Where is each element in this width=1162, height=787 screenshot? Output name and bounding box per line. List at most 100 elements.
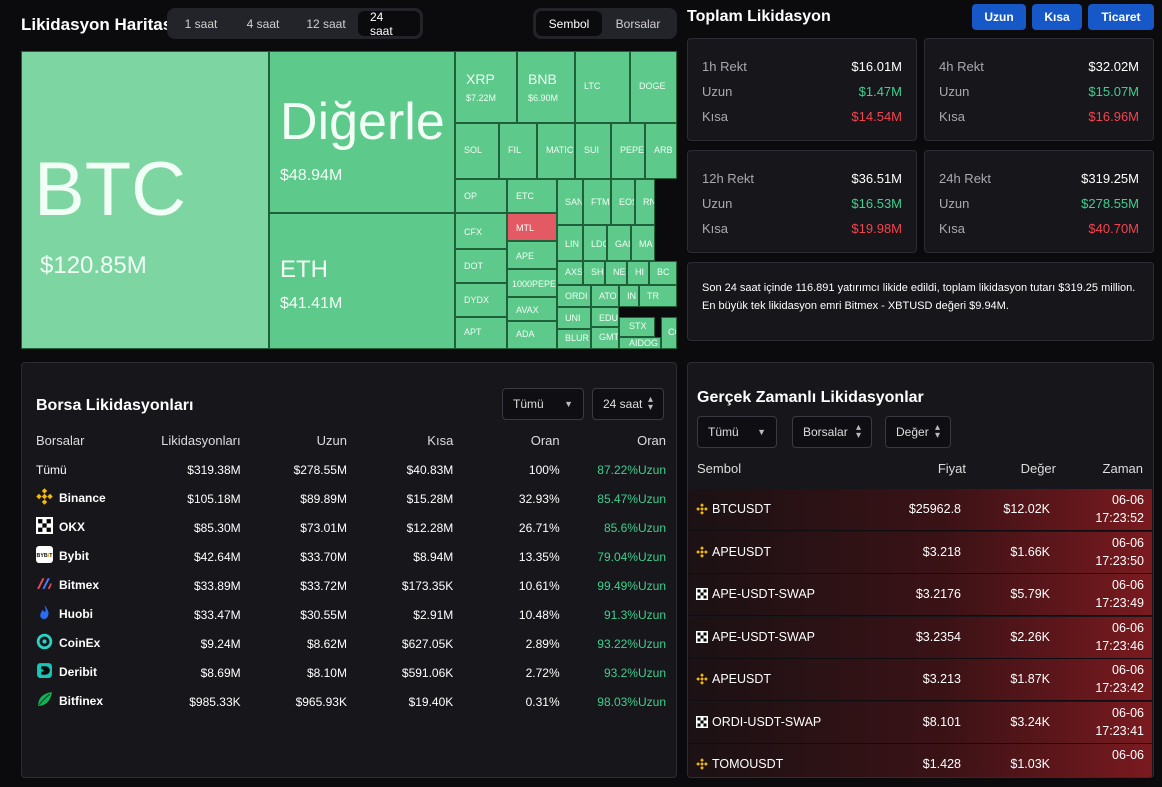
treemap-tile-eos[interactable]: EOS — [611, 179, 635, 225]
treemap-tile-sol[interactable]: SOL — [455, 123, 499, 179]
exchange-row[interactable]: Bitmex $33.89M $33.72M $173.35K 10.61% 99.49%… — [36, 571, 666, 600]
exchange-row[interactable]: Bitfinex $985.33K $965.93K $19.40K 0.31% 98.0… — [36, 687, 666, 716]
tab-4h[interactable]: 4 saat — [246, 16, 280, 31]
treemap-tile-bnb[interactable]: BNB $6.90M — [517, 51, 575, 123]
treemap-tile-ltc[interactable]: LTC — [575, 51, 630, 123]
okx-icon — [696, 588, 708, 603]
treemap-tile-stx[interactable]: STX — [619, 317, 655, 337]
treemap-tile-arb[interactable]: ARB — [645, 123, 677, 179]
treemap-tile-ape[interactable]: APE — [507, 241, 557, 269]
exchange-ratio-cell: 100% — [528, 462, 560, 477]
treemap-tile-1000pepe[interactable]: 1000PEPE — [507, 269, 557, 297]
treemap-tile-eth[interactable]: ETH $41.41M — [269, 213, 455, 349]
treemap-tile-uni[interactable]: UNI — [557, 307, 591, 329]
treemap-tile-ne[interactable]: NE — [605, 261, 627, 285]
treemap-tile-sh[interactable]: SH — [583, 261, 605, 285]
treemap-tile-hi[interactable]: HI — [627, 261, 649, 285]
rt-date: 06-06 — [1112, 705, 1144, 720]
short-button[interactable]: Kısa — [1032, 4, 1082, 30]
treemap-tile-pepe[interactable]: PEPE — [611, 123, 645, 179]
exchange-name: Binance — [59, 490, 106, 505]
treemap-tile-blur[interactable]: BLUR — [557, 329, 591, 349]
treemap-tile-aidog[interactable]: AIDOG — [619, 337, 661, 349]
exchange-row[interactable]: Huobi $33.47M $30.55M $2.91M 10.48% 91.3%Uzun — [36, 600, 666, 629]
exchange-row[interactable]: Binance $105.18M $89.89M $15.28M 32.93% 85.47… — [36, 484, 666, 513]
treemap-tile-etc[interactable]: ETC — [507, 179, 557, 213]
treemap-tile-op[interactable]: OP — [455, 179, 507, 213]
treemap-tile-matic[interactable]: MATIC — [537, 123, 575, 179]
totals-title: Toplam Likidasyon — [687, 8, 831, 25]
treemap-tile-ma[interactable]: MA — [631, 225, 655, 261]
tab-borsalar[interactable]: Borsalar — [615, 16, 661, 31]
treemap-tile-mtl[interactable]: MTL — [507, 213, 557, 241]
treemap-tile-rn[interactable]: RN — [635, 179, 655, 225]
exchange-row[interactable]: OKX $85.30M $73.01M $12.28M 26.71% 85.6%Uzun — [36, 513, 666, 542]
exchange-table: Borsalar Likidasyonları Uzun Kısa Oran O… — [36, 426, 666, 716]
rekt-label: Kısa — [939, 221, 966, 236]
realtime-row[interactable]: APEUSDT $3.218 $1.66K 06-06 17:23:50 — [688, 531, 1152, 574]
exchange-liq-cell: $9.24M — [200, 636, 241, 651]
time-range-tabs: 1 saat 4 saat 12 saat 24 saat — [167, 8, 423, 39]
tab-sembol[interactable]: Sembol — [536, 11, 602, 36]
binance-icon — [696, 673, 708, 688]
realtime-value-select[interactable]: Değer ▴ ▾ — [885, 416, 951, 448]
treemap-tile-dot[interactable]: DOT — [455, 249, 507, 283]
treemap-tile-lin[interactable]: LIN — [557, 225, 583, 261]
treemap-tile-edu[interactable]: EDU — [591, 307, 619, 327]
updown-icon: ▴ ▾ — [647, 394, 653, 413]
treemap-tile-cc[interactable]: CC — [661, 317, 677, 349]
treemap-tile-dydx[interactable]: DYDX — [455, 283, 507, 317]
exchange-row[interactable]: BYBIT Bybit $42.64M $33.70M $8.94M 13.35% 79.0… — [36, 542, 666, 571]
treemap-tile-tr[interactable]: TR — [639, 285, 677, 307]
realtime-filter-select[interactable]: Tümü ▼ — [697, 416, 777, 448]
long-button[interactable]: Uzun — [972, 4, 1026, 30]
treemap-tile-ato[interactable]: ATO — [591, 285, 619, 307]
tile-symbol: ARB — [654, 145, 673, 155]
realtime-row[interactable]: TOMOUSDT $1.428 $1.03K 06-06 — [688, 744, 1152, 777]
binance-icon — [696, 503, 708, 518]
treemap-tile-avax[interactable]: AVAX — [507, 297, 557, 321]
treemap-tile-sui[interactable]: SUI — [575, 123, 611, 179]
exchange-name: Bybit — [59, 548, 89, 563]
treemap-tile-btc[interactable]: BTC $120.85M — [21, 51, 269, 349]
treemap-tile-fil[interactable]: FIL — [499, 123, 537, 179]
exchange-period-select[interactable]: 24 saat ▴ ▾ — [592, 388, 664, 420]
rekt-label: Uzun — [939, 84, 970, 99]
trade-button[interactable]: Ticaret — [1088, 4, 1154, 30]
realtime-row[interactable]: BTCUSDT $25962.8 $12.02K 06-06 17:23:52 — [688, 489, 1152, 531]
treemap-tile-diğerle[interactable]: Diğerle $48.94M — [269, 51, 455, 213]
treemap-tile-doge[interactable]: DOGE — [630, 51, 677, 123]
realtime-panel: Gerçek Zamanlı Likidasyonlar Tümü ▼ Bors… — [687, 362, 1154, 778]
exchange-name: Huobi — [59, 606, 93, 621]
treemap-tile-san[interactable]: SAN — [557, 179, 583, 225]
treemap-tile-ordi[interactable]: ORDI — [557, 285, 591, 307]
tab-1h[interactable]: 1 saat — [184, 16, 218, 31]
realtime-row[interactable]: APEUSDT $3.213 $1.87K 06-06 17:23:42 — [688, 659, 1152, 701]
treemap-tile-ftm[interactable]: FTM — [583, 179, 611, 225]
treemap-tile-apt[interactable]: APT — [455, 317, 507, 349]
realtime-row[interactable]: APE-USDT-SWAP $3.2176 $5.79K 06-06 17:23:49 — [688, 574, 1152, 616]
treemap-tile-in[interactable]: IN — [619, 285, 639, 307]
realtime-exchange-select[interactable]: Borsalar ▴ ▾ — [792, 416, 872, 448]
realtime-row[interactable]: APE-USDT-SWAP $3.2354 $2.26K 06-06 17:23:46 — [688, 616, 1152, 659]
rt-date: 06-06 — [1112, 535, 1144, 550]
exchange-row[interactable]: CoinEx $9.24M $8.62M $627.05K 2.89% 93.22%Uzu… — [36, 629, 666, 658]
treemap-tile-xrp[interactable]: XRP $7.22M — [455, 51, 517, 123]
exchange-row[interactable]: Deribit $8.69M $8.10M $591.06K 2.72% 93.2%Uzu… — [36, 658, 666, 687]
coinex-icon — [36, 633, 53, 653]
treemap-tile-ada[interactable]: ADA — [507, 321, 557, 349]
tab-24h[interactable]: 24 saat — [358, 10, 420, 38]
tile-symbol: OP — [464, 191, 478, 201]
treemap-tile-bc[interactable]: BC — [649, 261, 677, 285]
treemap-tile-ldo[interactable]: LDO — [583, 225, 607, 261]
realtime-row[interactable]: ORDI-USDT-SWAP $8.101 $3.24K 06-06 17:23:41 — [688, 701, 1152, 744]
exchange-row[interactable]: Tümü $319.38M $278.55M $40.83M 100% 87.22%Uzu… — [36, 455, 666, 484]
chevron-down-icon: ▼ — [757, 427, 766, 437]
tab-12h[interactable]: 12 saat — [306, 16, 346, 31]
treemap-tile-gmt[interactable]: GMT — [591, 327, 619, 349]
treemap-tile-gal[interactable]: GAL — [607, 225, 631, 261]
treemap-tile-axs[interactable]: AXS — [557, 261, 583, 285]
updown-icon: ▴ ▾ — [855, 422, 861, 441]
treemap-tile-cfx[interactable]: CFX — [455, 213, 507, 249]
exchange-filter-select[interactable]: Tümü ▼ — [502, 388, 584, 420]
